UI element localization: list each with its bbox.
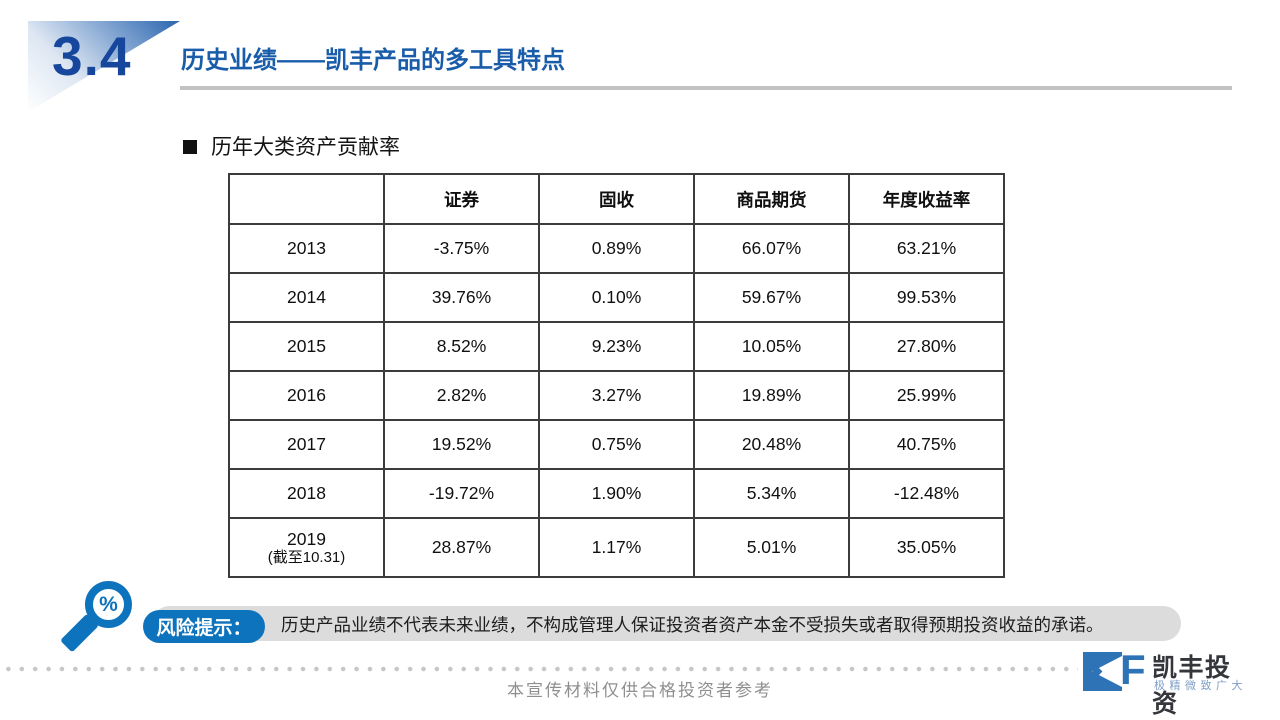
table-value-cell: 59.67% <box>693 272 850 323</box>
table-header-cell: 商品期货 <box>693 173 850 225</box>
risk-bar <box>152 606 1181 641</box>
section-number: 3.4 <box>52 25 132 87</box>
company-logo: F 凯丰投资 极精微致广大 <box>1083 646 1253 718</box>
table-header-cell: 固收 <box>538 173 695 225</box>
table-year-cell: 2016 <box>228 370 385 421</box>
table-value-cell: 1.17% <box>538 517 695 578</box>
risk-statement: 历史产品业绩不代表未来业绩，不构成管理人保证投资者资产本金不受损失或者取得预期投… <box>281 615 1104 635</box>
table-value-cell: -3.75% <box>383 223 540 274</box>
table-value-cell: 1.90% <box>538 468 695 519</box>
table-value-cell: 3.27% <box>538 370 695 421</box>
dotted-divider <box>6 666 1078 672</box>
table-value-cell: 28.87% <box>383 517 540 578</box>
table-value-cell: 10.05% <box>693 321 850 372</box>
table-value-cell: 19.89% <box>693 370 850 421</box>
page-title: 历史业绩——凯丰产品的多工具特点 <box>181 47 565 74</box>
table-row: 2018 -19.72% 1.90% 5.34% -12.48% <box>228 468 1005 519</box>
table-value-cell: 25.99% <box>848 370 1005 421</box>
table-value-cell: 39.76% <box>383 272 540 323</box>
table-value-cell: 20.48% <box>693 419 850 470</box>
table-row: 2019 (截至10.31) 28.87% 1.17% 5.01% 35.05% <box>228 517 1005 578</box>
contribution-table-container: 证券 固收 商品期货 年度收益率 2013 -3.75% 0.89% 66.07% 63.21… <box>228 173 1005 578</box>
logo-mark-icon <box>1083 652 1122 691</box>
table-year-cell: 2015 <box>228 321 385 372</box>
table-value-cell: 66.07% <box>693 223 850 274</box>
year-label: 2014 <box>287 287 326 307</box>
table-header-cell: 证券 <box>383 173 540 225</box>
table-value-cell: 35.05% <box>848 517 1005 578</box>
table-row: 2017 19.52% 0.75% 20.48% 40.75% <box>228 419 1005 470</box>
table-row: 2013 -3.75% 0.89% 66.07% 63.21% <box>228 223 1005 274</box>
logo-company-name: 凯丰投资 <box>1152 654 1232 718</box>
bullet-heading: 历年大类资产贡献率 <box>183 131 400 161</box>
table-value-cell: 99.53% <box>848 272 1005 323</box>
logo-tagline: 极精微致广大 <box>1154 680 1247 692</box>
logo-letter: F <box>1120 646 1146 693</box>
table-header-cell: 年度收益率 <box>848 173 1005 225</box>
table-value-cell: 0.89% <box>538 223 695 274</box>
year-note: (截至10.31) <box>267 549 346 566</box>
table-value-cell: -12.48% <box>848 468 1005 519</box>
table-value-cell: 63.21% <box>848 223 1005 274</box>
table-value-cell: 2.82% <box>383 370 540 421</box>
year-label: 2015 <box>287 336 326 356</box>
title-divider <box>180 86 1232 90</box>
percent-magnifier-icon: % <box>60 576 154 662</box>
table-row: 2014 39.76% 0.10% 59.67% 99.53% <box>228 272 1005 323</box>
table-header-row: 证券 固收 商品期货 年度收益率 <box>228 173 1005 225</box>
contribution-table: 证券 固收 商品期货 年度收益率 2013 -3.75% 0.89% 66.07% 63.21… <box>228 173 1005 578</box>
year-label: 2017 <box>287 434 326 454</box>
percent-symbol: % <box>99 592 118 616</box>
table-value-cell: 9.23% <box>538 321 695 372</box>
table-value-cell: 5.34% <box>693 468 850 519</box>
table-year-cell: 2018 <box>228 468 385 519</box>
risk-badge: 风险提示： <box>143 610 265 643</box>
table-year-cell: 2013 <box>228 223 385 274</box>
bullet-heading-label: 历年大类资产贡献率 <box>211 136 400 159</box>
year-label: 2013 <box>287 238 326 258</box>
table-value-cell: -19.72% <box>383 468 540 519</box>
table-value-cell: 0.10% <box>538 272 695 323</box>
table-value-cell: 5.01% <box>693 517 850 578</box>
table-body: 2013 -3.75% 0.89% 66.07% 63.21% 2014 39.76% 0.1… <box>228 223 1005 578</box>
footer-disclaimer: 本宣传材料仅供合格投资者参考 <box>507 681 773 700</box>
table-value-cell: 19.52% <box>383 419 540 470</box>
table-header-cell <box>228 173 385 225</box>
table-year-cell: 2019 (截至10.31) <box>228 517 385 578</box>
year-label: 2016 <box>287 385 326 405</box>
year-label: 2019 <box>287 529 326 549</box>
table-value-cell: 0.75% <box>538 419 695 470</box>
table-value-cell: 27.80% <box>848 321 1005 372</box>
table-row: 2016 2.82% 3.27% 19.89% 25.99% <box>228 370 1005 421</box>
table-row: 2015 8.52% 9.23% 10.05% 27.80% <box>228 321 1005 372</box>
bullet-square-icon <box>183 140 197 154</box>
table-year-cell: 2017 <box>228 419 385 470</box>
year-label: 2018 <box>287 483 326 503</box>
magnifier-lens: % <box>85 581 132 628</box>
table-year-cell: 2014 <box>228 272 385 323</box>
table-value-cell: 8.52% <box>383 321 540 372</box>
table-value-cell: 40.75% <box>848 419 1005 470</box>
